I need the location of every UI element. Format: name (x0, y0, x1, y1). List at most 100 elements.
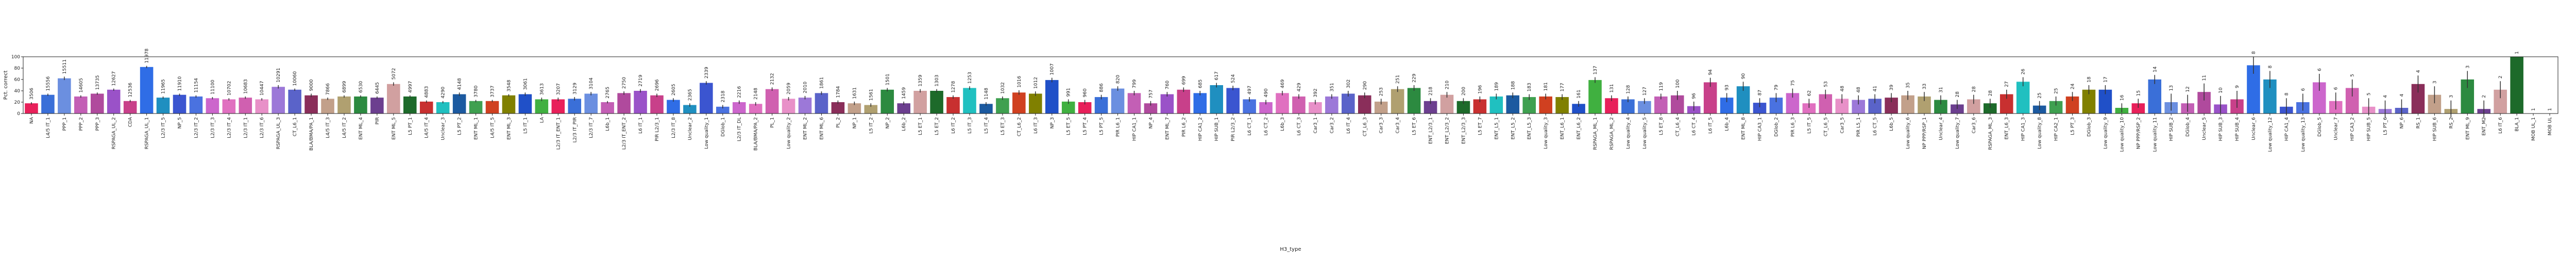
count-label: 6899 (342, 81, 347, 93)
bar (1309, 102, 1322, 114)
x-tick-label: BLA/BMA/PA_2 (754, 117, 759, 151)
count-label: 2 (2482, 95, 2487, 98)
count-label: 90 (1741, 73, 1747, 79)
x-tick-label: Unclear_6 (2251, 117, 2257, 140)
bar (469, 101, 483, 114)
x-tick-label: Low quality_4 (1626, 117, 1631, 149)
bar (584, 93, 598, 114)
x-tick-label: L5 ET_5 (1066, 117, 1072, 135)
x-tick-label: NP_5 (178, 117, 183, 128)
x-tick-label: L5 PT_1 (408, 117, 413, 135)
bar (815, 93, 828, 114)
x-tick-label: Low quality_5 (1642, 117, 1648, 149)
y-tick-label: 80 (14, 66, 21, 71)
x-tick-label: RSPAGA_UL_2 (112, 117, 117, 149)
count-label: 2318 (721, 90, 726, 102)
x-tick-label: L4/5 IT_4 (425, 117, 430, 138)
count-label: 1631 (852, 87, 857, 99)
bar (1703, 82, 1717, 114)
count-label: 137 (1593, 66, 1598, 74)
bar (1292, 96, 1306, 114)
bar (90, 93, 104, 114)
x-tick-label: RSPAGA_UL_1 (145, 117, 150, 149)
bar (848, 103, 861, 114)
count-label: 1148 (984, 88, 989, 100)
x-tick-label: ENT ML_2 (803, 117, 808, 140)
y-tick-label: 60 (14, 77, 21, 83)
bar (173, 94, 187, 114)
x-tick-label: L6 IT_4 (1346, 117, 1351, 134)
x-tick-label: L2/3 IT_5 (161, 117, 166, 138)
x-tick-label: LA (539, 117, 545, 123)
count-label: 760 (1165, 80, 1170, 89)
bar (1111, 88, 1125, 114)
x-tick-label: Low quality_8 (2038, 117, 2043, 149)
bar (913, 91, 927, 114)
bar (2131, 103, 2145, 114)
count-label: 12 (2185, 86, 2191, 92)
x-tick-label: L6 IT_1 (638, 117, 643, 134)
bar (1342, 93, 1355, 114)
x-tick-label: Unclear_3 (441, 117, 446, 140)
count-label: 2765 (605, 87, 611, 99)
y-tick-label: 0 (17, 111, 20, 117)
x-tick-label: L6 CT_4 (1692, 117, 1697, 136)
bar (1210, 85, 1224, 114)
count-label: 4148 (457, 78, 463, 90)
count-label: 3506 (29, 88, 35, 100)
x-tick-label: ENT_L6_2 (1577, 117, 1582, 139)
x-tick-label: HIP SUB_6 (2432, 117, 2437, 141)
bar (387, 84, 400, 114)
bar (979, 104, 993, 114)
x-tick-label: ENT ML_7 (1165, 117, 1170, 140)
count-label: 11154 (194, 78, 199, 93)
count-label: 1 (2548, 108, 2553, 111)
bar (304, 95, 318, 114)
count-label: 53 (1823, 81, 1828, 87)
x-tick-label: MOB UL (2548, 117, 2553, 136)
x-tick-label: Unclear_5 (2202, 117, 2207, 140)
x-tick-label: L5 PT_4 (1083, 117, 1088, 135)
count-label: 16 (2120, 94, 2125, 101)
count-label: 79 (1774, 85, 1779, 91)
count-label: 131 (1609, 84, 1615, 93)
bar (436, 102, 450, 114)
count-label: 13 (2169, 85, 2174, 91)
count-label: 18 (2087, 76, 2092, 83)
x-tick-label: CT_L6_1 (293, 117, 298, 136)
count-label: 11978 (145, 49, 150, 63)
x-tick-label: Low quality_1 (704, 117, 709, 149)
count-label: 8 (2268, 66, 2273, 69)
bar (1391, 89, 1404, 114)
x-tick-label: Unclear_2 (688, 117, 693, 140)
count-label: 2 (2498, 76, 2503, 79)
count-label: 10291 (276, 68, 281, 83)
count-label: 188 (1511, 81, 1516, 90)
x-tick-label: HIP SUB_2 (2169, 117, 2174, 141)
count-label: 210 (1445, 80, 1450, 89)
x-tick-label: L2/3 IT_2 (194, 117, 199, 138)
x-tick-label: NP_3 (1050, 117, 1055, 128)
bar (74, 96, 88, 114)
bar (765, 89, 779, 114)
y-axis-label: Pct. correct (3, 71, 9, 100)
x-tick-label: L2/3 IT_DL (737, 117, 742, 141)
x-tick-label: Car3_1 (1313, 117, 1318, 133)
bar (1045, 80, 1059, 114)
bar (222, 99, 236, 114)
x-tick-label: ENT ML_6 (819, 117, 824, 140)
count-label: 28 (1955, 91, 1960, 98)
count-label: 14 (2153, 66, 2158, 72)
x-tick-label: Car3_5 (1840, 117, 1845, 133)
x-tick-label: HIP CA1_3 (2021, 117, 2026, 141)
bar (700, 83, 713, 114)
x-tick-label: L5 IT_2 (869, 117, 874, 134)
x-tick-label: L5 PT_3 (2071, 117, 2076, 135)
count-label: 15511 (62, 59, 67, 74)
count-label: 251 (1396, 75, 1401, 84)
bar (732, 102, 746, 114)
count-label: 183 (1527, 83, 1532, 91)
bar (1061, 101, 1075, 114)
bar (1177, 89, 1191, 114)
count-label: 2132 (770, 73, 775, 85)
